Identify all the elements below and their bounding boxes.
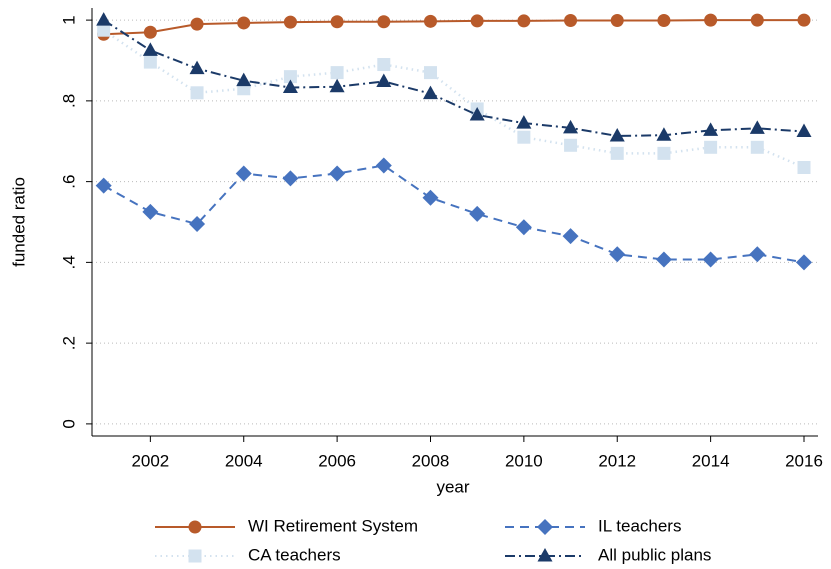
x-tick-label: 2002 [131,451,169,470]
marker [143,25,157,39]
x-tick-label: 2004 [225,451,263,470]
marker [657,146,671,160]
x-axis-label: year [436,477,469,496]
x-tick-label: 2012 [598,451,636,470]
legend-label: IL teachers [598,516,681,535]
marker [377,58,391,72]
marker [564,14,578,28]
marker [96,12,112,26]
marker [796,123,812,138]
marker [470,14,484,28]
marker [423,14,437,28]
marker [609,127,625,142]
marker [562,228,579,245]
marker [656,127,672,141]
marker [190,17,204,31]
marker [282,79,298,94]
marker [189,60,205,75]
marker [517,130,531,144]
marker [795,254,812,271]
marker [797,13,811,27]
marker [469,205,486,222]
marker [423,66,437,80]
marker [95,177,112,194]
legend-marker [537,548,553,562]
marker [190,86,204,100]
x-tick-label: 2014 [692,451,730,470]
y-axis-label: funded ratio [9,177,28,267]
legend-marker [188,549,202,563]
marker [330,15,344,29]
legend-label: CA teachers [248,545,341,564]
marker [610,14,624,28]
marker [750,140,764,154]
marker [749,246,766,263]
y-tick-label: .4 [59,255,78,269]
marker [657,14,671,28]
y-tick-label: 0 [59,419,78,428]
marker [330,66,344,80]
legend-label: WI Retirement System [248,516,418,535]
series-line [103,19,805,137]
marker [515,219,532,236]
marker [422,85,438,100]
series-line [103,19,804,36]
marker [564,138,578,152]
marker [704,13,718,27]
marker [749,120,765,134]
marker [609,246,626,263]
marker [376,73,392,87]
x-tick-label: 2008 [412,451,450,470]
marker [469,107,485,121]
y-tick-label: .2 [59,336,78,350]
marker [97,23,111,37]
y-tick-label: 1 [59,15,78,24]
marker [702,251,719,268]
legend-marker [188,520,202,534]
marker [329,165,346,182]
marker [704,140,718,154]
series-line [102,29,805,169]
marker [142,42,158,56]
marker [189,216,206,233]
marker [655,251,672,268]
marker [797,160,811,174]
marker [283,15,297,29]
marker [377,15,391,29]
marker [235,165,252,182]
y-tick-label: .6 [59,175,78,189]
marker [750,13,764,27]
y-tick-label: .8 [59,94,78,108]
marker [237,16,251,30]
marker [517,14,531,28]
marker [375,157,392,174]
marker [563,119,579,134]
marker [283,70,297,84]
marker [610,146,624,160]
marker [282,170,299,187]
x-tick-label: 2016 [785,451,823,470]
series-line [103,164,805,264]
marker [236,72,252,87]
x-tick-label: 2010 [505,451,543,470]
marker [143,55,157,69]
marker [422,189,439,206]
marker [703,122,719,136]
legend-marker [537,519,553,535]
marker [142,203,159,220]
marker [329,78,345,93]
legend-label: All public plans [598,545,711,564]
x-tick-label: 2006 [318,451,356,470]
marker [516,115,532,129]
